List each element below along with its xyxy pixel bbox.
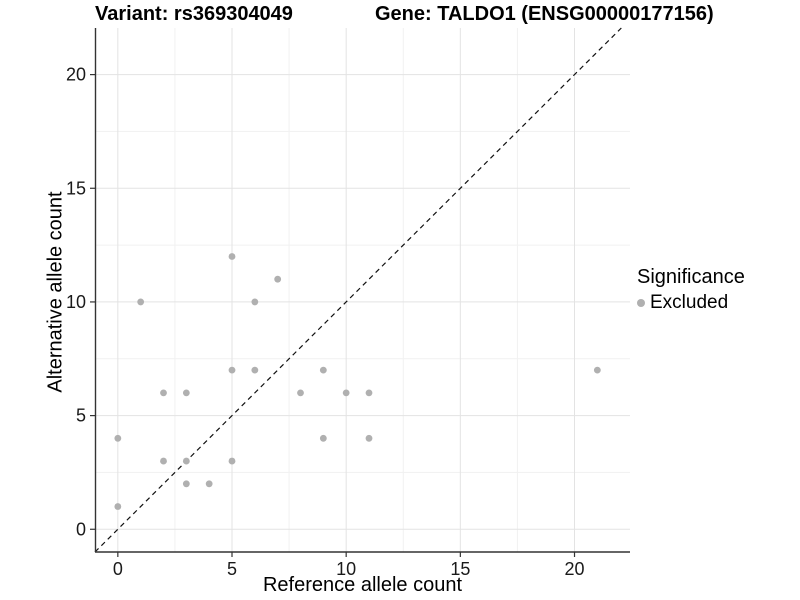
y-tick-label: 10 [66,292,86,312]
data-point [114,434,122,442]
data-point [365,389,373,397]
data-point [342,389,350,397]
x-tick-label: 5 [227,559,237,579]
legend-item-label: Excluded [650,292,729,313]
legend-title: Significance [637,266,745,288]
plot-title-variant: Variant: rs369304049 [95,3,293,25]
data-point [228,366,236,374]
data-point [319,434,327,442]
data-point [365,434,373,442]
data-point [182,457,190,465]
y-tick-label: 0 [76,519,86,539]
data-point [228,253,236,260]
data-point [228,457,236,465]
y-tick-label: 20 [66,65,86,85]
x-axis-title: Reference allele count [262,574,462,596]
legend: Significance Excluded [637,266,745,314]
y-axis-title: Alternative allele count [44,191,67,393]
x-tick-label: 0 [113,559,123,579]
x-tick-label: 10 [336,559,356,579]
data-point [182,389,190,397]
data-point [274,275,282,283]
data-point [114,503,122,510]
data-point [297,389,304,397]
data-point [160,457,167,465]
y-tick-label: 15 [66,178,86,198]
data-point [182,480,190,488]
identity-reference-line [94,27,622,553]
data-point [160,389,167,397]
data-point [251,298,259,306]
data-point [593,366,601,374]
data-point [319,366,327,374]
data-point [205,480,213,488]
plot-title-gene: Gene: TALDO1 (ENSG00000177156) [375,3,714,25]
x-tick-label: 20 [564,559,584,579]
legend-point-icon [637,299,645,307]
y-tick-label: 5 [76,406,86,426]
data-point [251,366,259,374]
x-tick-label: 15 [450,559,470,579]
data-point [137,298,145,306]
legend-item-excluded: Excluded [637,292,745,314]
